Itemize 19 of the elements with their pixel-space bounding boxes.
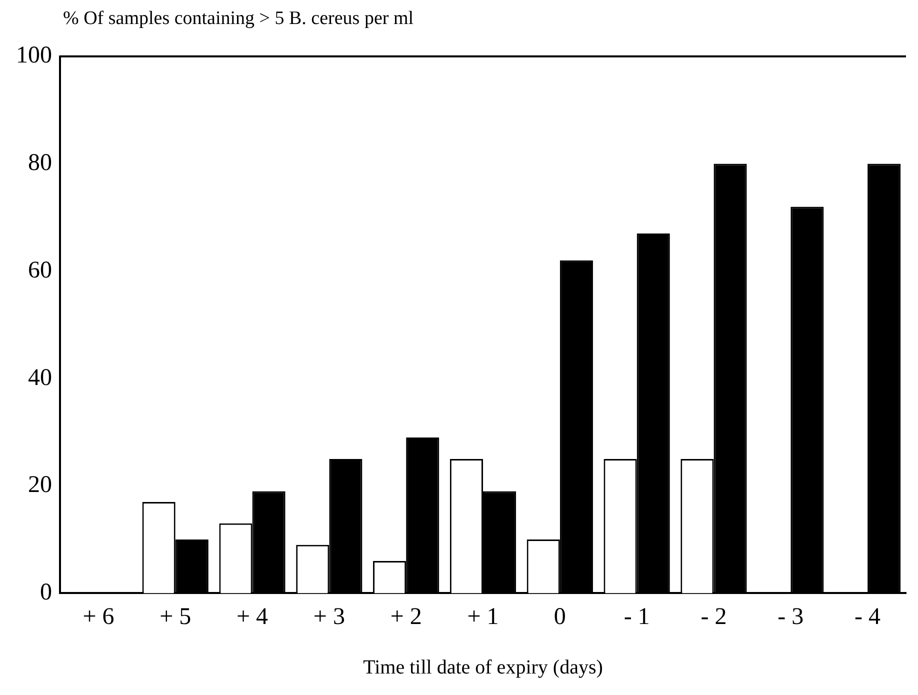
y-tick-label: 80 (28, 150, 52, 176)
y-tick-label: 100 (16, 42, 52, 69)
x-tick-label: + 2 (390, 604, 422, 630)
x-tick-label: - 1 (624, 604, 650, 630)
x-tick-label: - 4 (854, 604, 881, 630)
x-axis-title: Time till date of expiry (days) (363, 656, 603, 678)
x-tick-label: + 5 (160, 604, 192, 630)
y-tick-label: 60 (28, 257, 52, 284)
y-axis-title: % Of samples containing > 5 B. cereus per ml (63, 8, 415, 31)
x-tick-label: + 3 (313, 604, 345, 630)
x-tick-label: + 6 (82, 604, 114, 630)
x-tick-label: 0 (554, 604, 566, 630)
x-tick-label: + 4 (236, 604, 268, 630)
y-tick-label: 20 (28, 472, 52, 498)
x-tick-label: - 2 (700, 604, 727, 630)
y-tick-label: 0 (40, 579, 52, 606)
y-tick-label: 40 (28, 364, 52, 391)
x-tick-label: - 3 (778, 604, 804, 630)
x-tick-label: + 1 (467, 604, 499, 630)
